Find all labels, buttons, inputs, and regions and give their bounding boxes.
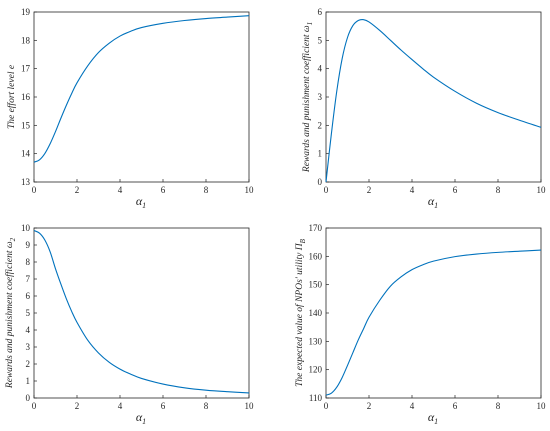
- x-tick-label: 0: [32, 401, 37, 411]
- y-ticks-3: 0 1 2 3 4 5 6 7 8 9 10: [21, 223, 37, 403]
- x-tick-label: 0: [324, 185, 329, 195]
- series-line-1: [33, 15, 250, 163]
- y-tick-label: 110: [309, 393, 323, 403]
- y-ticks-2: 0 1 2 3 4 5 6: [318, 7, 329, 187]
- y-tick-label: 6: [26, 291, 31, 301]
- y-tick-label: 3: [26, 342, 31, 352]
- x-tick-label: 0: [32, 185, 37, 195]
- y-tick-label: 15: [21, 120, 31, 130]
- y-tick-label: 6: [318, 7, 323, 17]
- y-tick-label: 18: [21, 35, 31, 45]
- chart-omega-1: 0 2 4 6 8 10 0 1 2 3 4 5 6 α1 Rewards and punishmen…: [301, 7, 546, 210]
- series-line-4: [325, 249, 542, 396]
- y-tick-label: 170: [309, 223, 323, 233]
- y-tick-label: 16: [21, 92, 31, 102]
- y-tick-label: 3: [318, 92, 323, 102]
- x-axis-label-2: α1: [428, 194, 438, 210]
- x-tick-label: 4: [410, 401, 415, 411]
- x-tick-label: 8: [496, 401, 501, 411]
- x-ticks-3: 0 2 4 6 8 10: [32, 395, 254, 411]
- x-ticks-1: 0 2 4 6 8 10: [32, 179, 254, 195]
- x-ticks-4: 0 2 4 6 8 10: [324, 395, 546, 411]
- y-tick-label: 8: [26, 257, 31, 267]
- y-tick-label: 4: [318, 64, 323, 74]
- series-line-2: [325, 18, 542, 183]
- y-tick-label: 14: [21, 149, 31, 159]
- y-tick-label: 0: [318, 177, 323, 187]
- x-tick-label: 6: [161, 185, 166, 195]
- y-tick-label: 7: [26, 274, 31, 284]
- y-axis-label-4: The expected value of NPOs' utility ΠB: [294, 238, 307, 386]
- y-tick-label: 150: [309, 280, 323, 290]
- y-ticks-4: 110 120 130 140 150 160 170: [309, 223, 329, 403]
- chart-omega-2: 0 2 4 6 8 10 0 1 2 3 4 5 6 7 8 9 10 α1 Rewards and puni…: [4, 223, 254, 426]
- x-axis-label-3: α1: [136, 410, 146, 426]
- x-tick-label: 10: [245, 401, 255, 411]
- series-line-3: [33, 230, 250, 394]
- y-tick-label: 1: [318, 149, 323, 159]
- y-ticks-1: 13 14 15 16 17 18 19: [21, 7, 37, 187]
- y-tick-label: 2: [26, 359, 31, 369]
- y-tick-label: 120: [309, 365, 323, 375]
- x-tick-label: 0: [324, 401, 329, 411]
- x-tick-label: 10: [537, 401, 547, 411]
- x-tick-label: 2: [75, 185, 80, 195]
- x-tick-label: 6: [453, 401, 458, 411]
- x-tick-label: 2: [75, 401, 80, 411]
- y-tick-label: 17: [21, 64, 31, 74]
- x-tick-label: 10: [537, 185, 547, 195]
- x-tick-label: 8: [204, 401, 209, 411]
- y-axis-label-2: Rewards and punishment coefficient ω1: [301, 22, 314, 173]
- y-tick-label: 0: [26, 393, 31, 403]
- x-axis-label-1: α1: [136, 194, 146, 210]
- x-tick-label: 4: [118, 401, 123, 411]
- y-tick-label: 10: [21, 223, 31, 233]
- x-tick-label: 10: [245, 185, 255, 195]
- y-axis-label-1: The effort level e: [6, 65, 17, 129]
- x-tick-label: 8: [204, 185, 209, 195]
- y-tick-label: 13: [21, 177, 31, 187]
- x-tick-label: 2: [367, 401, 372, 411]
- y-tick-label: 4: [26, 325, 31, 335]
- y-tick-label: 19: [21, 7, 31, 17]
- y-tick-label: 5: [26, 308, 31, 318]
- chart-effort-level: 0 2 4 6 8 10 13 14 15 16 17 18 19 α1 The effort lev…: [6, 7, 254, 210]
- x-tick-label: 6: [453, 185, 458, 195]
- x-axis-label-4: α1: [428, 410, 438, 426]
- y-tick-label: 5: [318, 35, 323, 45]
- y-tick-label: 1: [26, 376, 31, 386]
- y-tick-label: 2: [318, 120, 323, 130]
- y-axis-label-3: Rewards and punishment coefficient ω2: [4, 237, 17, 389]
- y-tick-label: 9: [26, 240, 31, 250]
- x-tick-label: 8: [496, 185, 501, 195]
- y-tick-label: 160: [309, 251, 323, 261]
- y-tick-label: 140: [309, 308, 323, 318]
- y-tick-label: 130: [309, 336, 323, 346]
- x-tick-label: 2: [367, 185, 372, 195]
- x-tick-label: 4: [410, 185, 415, 195]
- x-tick-label: 6: [161, 401, 166, 411]
- x-tick-label: 4: [118, 185, 123, 195]
- chart-npo-utility: 0 2 4 6 8 10 110 120 130 140 150 160 170 α1 The exp…: [294, 223, 546, 426]
